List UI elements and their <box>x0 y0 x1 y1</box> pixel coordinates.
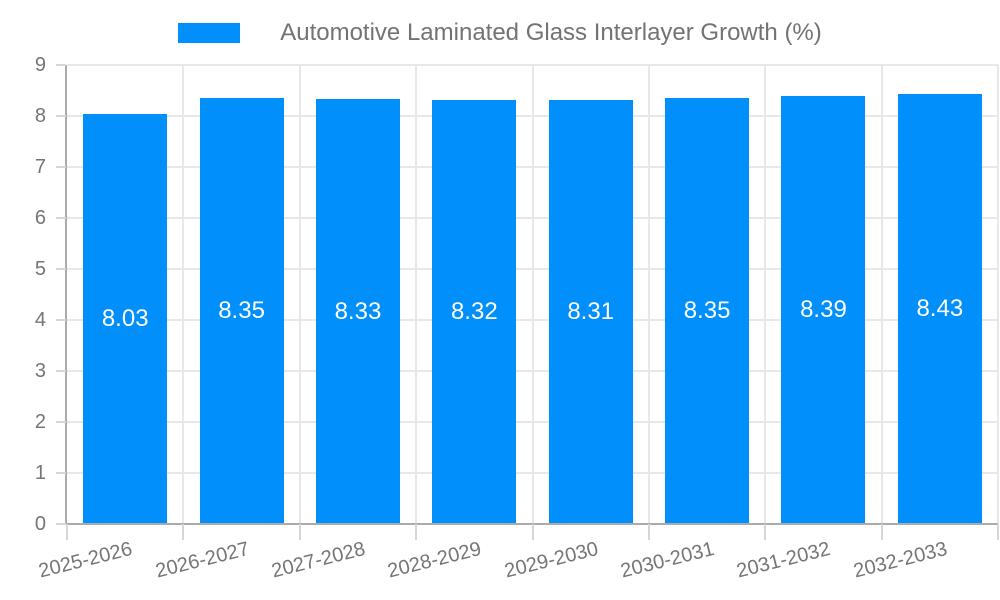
y-axis-tick-label: 8 <box>34 105 46 127</box>
bar-2026-2027[interactable]: 8.35 <box>199 98 284 524</box>
y-axis-tick <box>56 217 66 219</box>
v-gridline <box>647 65 650 524</box>
bar-2030-2031[interactable]: 8.35 <box>665 98 750 524</box>
y-axis-tick-label: 5 <box>34 258 46 280</box>
bar-value-label: 8.03 <box>101 305 149 333</box>
bar-value-label: 8.35 <box>683 297 731 325</box>
y-axis-tick-label: 9 <box>34 54 46 76</box>
x-axis-tick <box>764 524 767 540</box>
bar-value-label: 8.43 <box>916 295 964 323</box>
x-axis-label: 2025-2026 <box>36 537 135 583</box>
bar-2031-2032[interactable]: 8.39 <box>781 96 866 524</box>
y-axis-tick-label: 0 <box>34 513 46 535</box>
v-gridline <box>298 65 301 524</box>
bar-value-label: 8.32 <box>450 297 498 325</box>
x-axis-label: 2032-2033 <box>851 537 950 583</box>
y-axis-tick-label: 4 <box>34 309 46 331</box>
bar-2029-2030[interactable]: 8.31 <box>548 100 633 524</box>
x-axis-label: 2028-2029 <box>385 537 484 583</box>
y-axis-line <box>65 65 67 525</box>
y-axis-tick <box>56 523 66 525</box>
x-axis-label: 2026-2027 <box>152 537 252 583</box>
x-axis-tick <box>880 524 883 540</box>
legend-swatch-icon <box>178 23 241 43</box>
y-axis-tick <box>56 472 66 474</box>
x-axis-tick <box>647 524 650 540</box>
v-gridline <box>415 65 418 524</box>
bar-2032-2033[interactable]: 8.43 <box>897 94 982 524</box>
v-gridline <box>182 65 185 524</box>
y-axis-tick <box>56 115 66 117</box>
y-axis-tick <box>56 64 66 66</box>
y-axis-tick-label: 2 <box>34 411 46 433</box>
x-axis-tick <box>415 524 418 540</box>
bar-value-label: 8.31 <box>567 298 615 326</box>
x-axis-tick <box>298 524 301 540</box>
bar-value-label: 8.39 <box>800 296 847 324</box>
y-axis-tick-label: 7 <box>34 156 46 178</box>
y-axis-tick <box>56 166 66 168</box>
y-axis-tick-label: 1 <box>34 462 46 484</box>
v-gridline <box>997 65 999 524</box>
bar-value-label: 8.35 <box>218 297 265 325</box>
bar-value-label: 8.33 <box>334 297 382 325</box>
x-axis-tick <box>182 524 185 540</box>
v-gridline <box>764 65 767 524</box>
bar-2028-2029[interactable]: 8.32 <box>432 99 517 524</box>
plot-area: 8.03 8.35 8.33 8.32 8.31 8.35 8.39 8.43 <box>67 64 999 524</box>
bar-2027-2028[interactable]: 8.33 <box>315 99 400 524</box>
y-axis-tick-label: 3 <box>34 360 46 382</box>
y-axis-tick-label: 6 <box>34 207 46 229</box>
x-axis-label: 2027-2028 <box>269 537 368 583</box>
y-axis-tick <box>56 268 66 270</box>
y-axis-tick <box>56 421 66 423</box>
bar-2025-2026[interactable]: 8.03 <box>83 114 168 524</box>
x-axis-tick <box>997 524 999 540</box>
y-axis-tick <box>56 370 66 372</box>
x-axis-tick <box>531 524 534 540</box>
v-gridline <box>531 65 534 524</box>
v-gridline <box>880 65 883 524</box>
x-axis-label: 2029-2030 <box>502 537 601 583</box>
x-axis-label: 2030-2031 <box>618 537 717 583</box>
y-axis-tick <box>56 319 66 321</box>
legend-label: Automotive Laminated Glass Interlayer Gr… <box>280 19 822 46</box>
x-axis-label: 2031-2032 <box>734 537 834 583</box>
legend[interactable]: Automotive Laminated Glass Interlayer Gr… <box>0 19 1000 47</box>
x-axis-tick <box>66 524 68 540</box>
